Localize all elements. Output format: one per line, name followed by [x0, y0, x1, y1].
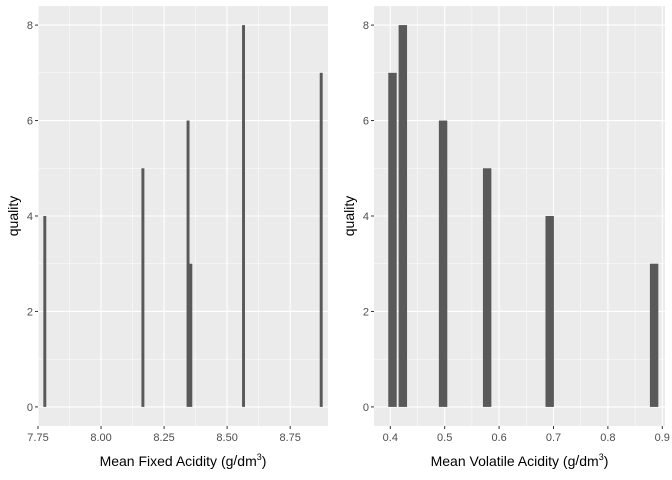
y-tick-label: 6: [363, 116, 369, 128]
bar: [141, 168, 145, 407]
y-tick-label: 0: [363, 402, 369, 414]
y-tick-label: 2: [27, 306, 33, 318]
y-tick-label: 8: [363, 20, 369, 32]
bar: [438, 120, 448, 407]
x-tick-label: 8.00: [90, 432, 111, 444]
x-tick-label: 0.5: [437, 432, 452, 444]
bar: [189, 263, 193, 407]
bar: [398, 25, 408, 407]
chart-panel-fixed-acidity: 7.75 8.00 8.25 8.50 8.75 0 2 4 6 8 quality Mean Fix…: [5, 6, 328, 469]
x-axis-title: Mean Fixed Acidity (g/dm3): [100, 452, 267, 469]
bar: [186, 120, 190, 407]
x-axis-title: Mean Volatile Acidity (g/dm3): [431, 452, 609, 469]
y-tick-label: 8: [27, 20, 33, 32]
x-tick-label: 0.6: [491, 432, 506, 444]
chart-panel-volatile-acidity: 0.4 0.5 0.6 0.7 0.8 0.9 0 2 4 6 8 quality Mean Volat…: [341, 6, 670, 469]
y-axis-title: quality: [341, 196, 357, 236]
x-tick-label: 0.4: [383, 432, 398, 444]
x-tick-label: 0.8: [600, 432, 615, 444]
bar: [545, 216, 554, 407]
y-axis-title: quality: [5, 196, 21, 236]
x-tick-label: 7.75: [27, 432, 48, 444]
bar: [649, 263, 659, 407]
x-tick-label: 8.50: [216, 432, 237, 444]
y-tick-label: 4: [27, 211, 33, 223]
x-tick-label: 8.25: [153, 432, 174, 444]
y-tick-label: 6: [27, 116, 33, 128]
bar: [43, 216, 47, 407]
y-tick-label: 4: [363, 211, 369, 223]
bar: [388, 72, 397, 407]
x-tick-label: 0.7: [546, 432, 561, 444]
bar: [319, 72, 323, 407]
x-tick-label: 0.9: [655, 432, 670, 444]
bar: [242, 25, 245, 407]
y-tick-label: 0: [27, 402, 33, 414]
bar: [482, 168, 492, 407]
x-tick-label: 8.75: [279, 432, 300, 444]
y-tick-label: 2: [363, 306, 369, 318]
